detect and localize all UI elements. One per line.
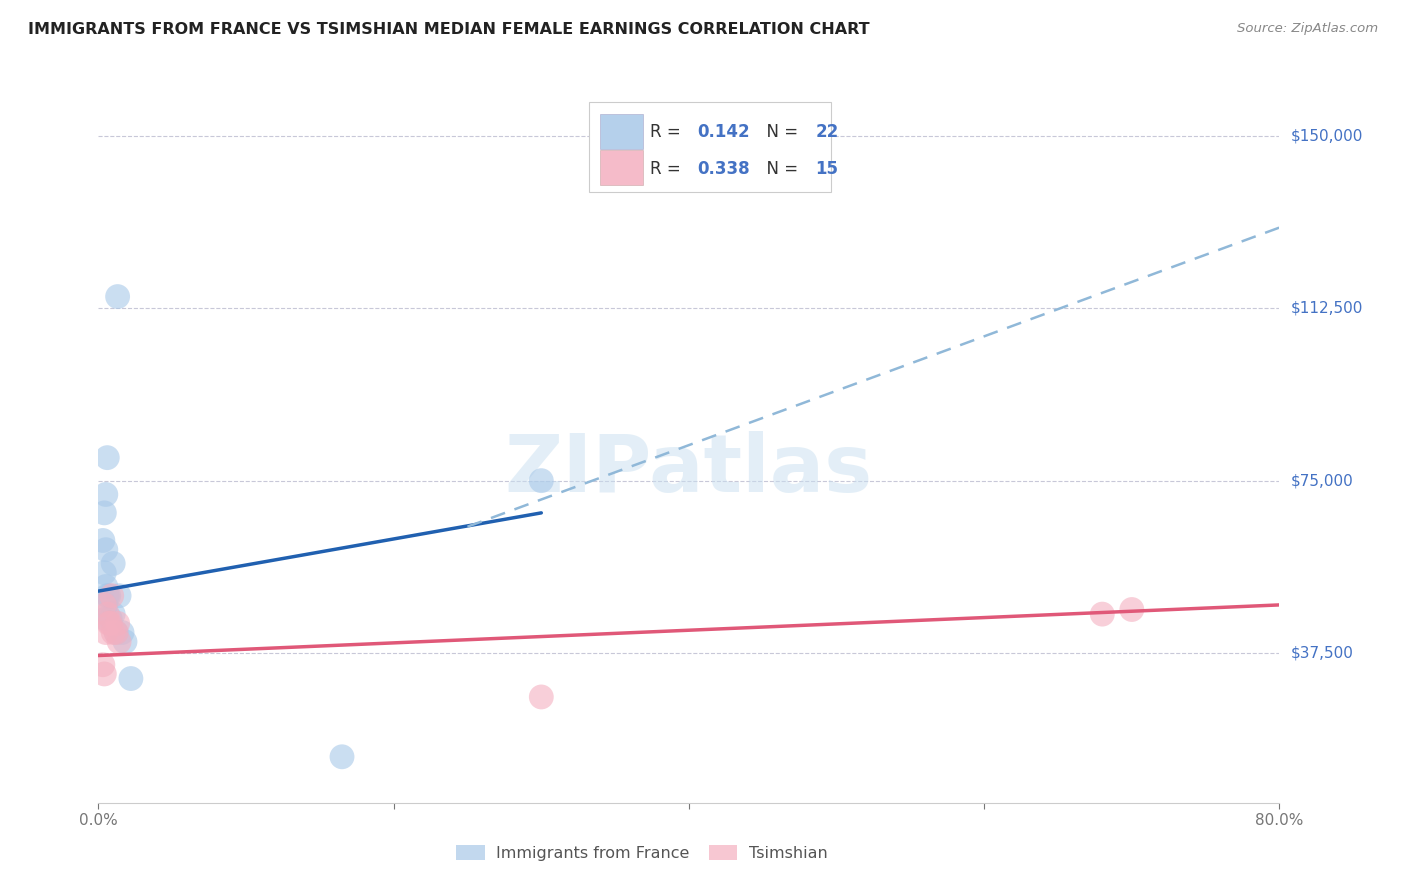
Point [94,598,117,612]
Point [1091,607,1114,621]
Text: ZIPatlas: ZIPatlas [505,432,873,509]
Point [108,589,131,603]
Point [94,542,117,557]
Text: 0.338: 0.338 [697,161,749,178]
Point [105,625,128,640]
FancyBboxPatch shape [600,114,643,149]
Point [96,607,118,621]
Text: $75,000: $75,000 [1291,473,1354,488]
Point [93,566,115,580]
Point [111,625,134,640]
Point [103,557,125,571]
Text: $37,500: $37,500 [1291,646,1354,661]
Point [330,749,353,764]
Text: R =: R = [650,161,686,178]
Point [91,657,114,672]
Point [94,625,117,640]
Text: N =: N = [756,122,804,141]
Text: 15: 15 [815,161,838,178]
Point [107,616,129,631]
FancyBboxPatch shape [589,102,831,193]
Point [96,589,118,603]
Point [93,598,115,612]
Point [103,607,125,621]
Point [97,589,120,603]
Text: IMMIGRANTS FROM FRANCE VS TSIMSHIAN MEDIAN FEMALE EARNINGS CORRELATION CHART: IMMIGRANTS FROM FRANCE VS TSIMSHIAN MEDI… [28,22,870,37]
Point [107,289,129,303]
Point [96,450,118,465]
Point [94,487,117,501]
Point [98,616,121,631]
Point [91,533,114,548]
Text: 0.142: 0.142 [697,122,749,141]
Point [114,634,136,648]
Text: $150,000: $150,000 [1291,128,1362,143]
Point [93,667,115,681]
Text: $112,500: $112,500 [1291,301,1362,316]
Text: 22: 22 [815,122,838,141]
Point [530,690,553,704]
Point [108,634,131,648]
Text: R =: R = [650,122,686,141]
Point [105,625,128,640]
Point [94,580,117,594]
Text: N =: N = [756,161,804,178]
Point [97,616,120,631]
Point [103,625,125,640]
Legend: Immigrants from France, Tsimshian: Immigrants from France, Tsimshian [450,838,834,867]
Text: Source: ZipAtlas.com: Source: ZipAtlas.com [1237,22,1378,36]
Point [530,474,553,488]
Point [94,612,117,626]
Point [120,672,142,686]
FancyBboxPatch shape [600,151,643,185]
Point [100,589,122,603]
Point [1121,602,1143,616]
Point [98,612,121,626]
Point [93,506,115,520]
